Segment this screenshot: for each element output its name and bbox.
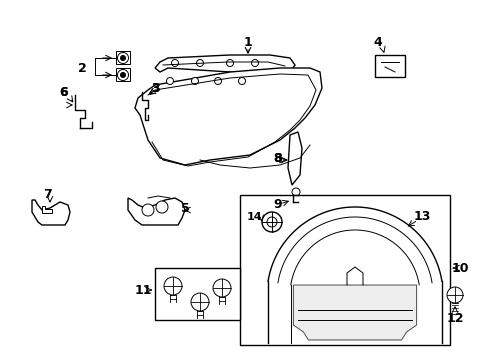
Text: 1: 1 [243, 36, 252, 49]
Circle shape [166, 77, 173, 85]
Polygon shape [128, 198, 184, 225]
Circle shape [251, 59, 258, 67]
Bar [155, 268, 240, 320]
Text: 7: 7 [43, 189, 52, 202]
Text: 3: 3 [150, 81, 159, 94]
Text: 10: 10 [450, 261, 468, 274]
Bar [116, 51, 130, 64]
Circle shape [213, 279, 230, 297]
Circle shape [163, 277, 182, 295]
Circle shape [291, 188, 299, 196]
Circle shape [238, 77, 245, 85]
Circle shape [191, 77, 198, 85]
Text: 4: 4 [373, 36, 382, 49]
Bar [116, 68, 130, 81]
Text: 8: 8 [273, 152, 282, 165]
Circle shape [120, 72, 125, 77]
Circle shape [171, 59, 178, 67]
Polygon shape [155, 55, 294, 75]
Circle shape [142, 204, 154, 216]
Text: 8: 8 [273, 152, 282, 165]
Circle shape [266, 217, 276, 227]
Text: 13: 13 [412, 211, 430, 224]
Text: 3: 3 [150, 81, 159, 94]
Polygon shape [293, 285, 416, 340]
Polygon shape [42, 206, 52, 213]
Polygon shape [32, 200, 70, 225]
Circle shape [156, 201, 168, 213]
Text: 12: 12 [446, 311, 463, 324]
Circle shape [196, 59, 203, 67]
Circle shape [117, 53, 128, 63]
Text: 6: 6 [60, 86, 68, 99]
Circle shape [226, 59, 233, 67]
Polygon shape [135, 68, 321, 165]
Circle shape [120, 55, 125, 60]
Text: 2: 2 [78, 62, 86, 75]
Bar [374, 55, 404, 77]
Text: 9: 9 [273, 198, 282, 211]
Circle shape [117, 69, 128, 81]
Polygon shape [287, 132, 302, 185]
Text: 11: 11 [134, 284, 151, 297]
Text: 14: 14 [246, 212, 262, 222]
Text: 6: 6 [60, 86, 68, 99]
Bar [240, 195, 449, 345]
Circle shape [262, 212, 282, 232]
Circle shape [446, 287, 462, 303]
Text: 5: 5 [180, 202, 189, 215]
Circle shape [214, 77, 221, 85]
Circle shape [191, 293, 208, 311]
